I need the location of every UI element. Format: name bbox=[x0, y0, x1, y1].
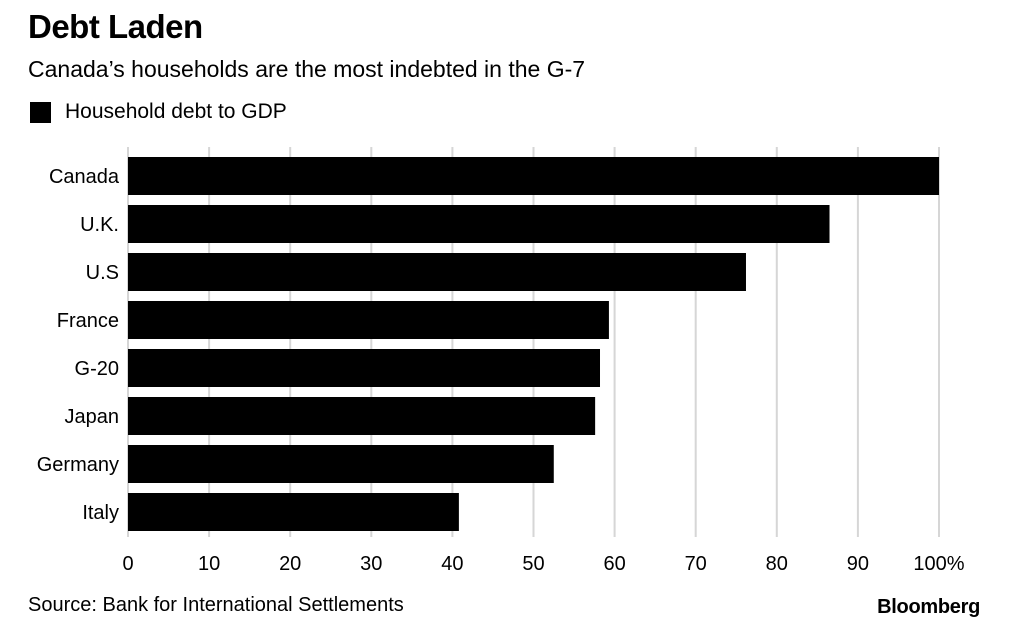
bar-u-k- bbox=[128, 205, 830, 243]
bar-japan bbox=[128, 397, 596, 435]
chart-title: Debt Laden bbox=[28, 8, 203, 45]
chart-subtitle: Canada’s households are the most indebte… bbox=[28, 56, 586, 82]
x-tick-label: 30 bbox=[360, 553, 382, 575]
x-tick-label: 10 bbox=[198, 553, 220, 575]
x-tick-label: 20 bbox=[279, 553, 301, 575]
category-label: Italy bbox=[82, 502, 119, 524]
x-tick-label: 70 bbox=[685, 553, 707, 575]
bar-france bbox=[128, 301, 609, 339]
x-tick-label: 100% bbox=[913, 553, 964, 575]
x-tick-label: 80 bbox=[766, 553, 788, 575]
x-tick-label: 40 bbox=[441, 553, 463, 575]
bloomberg-logo: Bloomberg bbox=[877, 596, 980, 618]
bar-canada bbox=[128, 157, 939, 195]
legend: Household debt to GDP bbox=[30, 100, 287, 124]
category-label: G-20 bbox=[75, 358, 119, 380]
legend-label: Household debt to GDP bbox=[65, 100, 287, 123]
bar-u-s bbox=[128, 253, 746, 291]
category-label: U.K. bbox=[80, 214, 119, 236]
category-label: France bbox=[57, 310, 119, 332]
category-label: Japan bbox=[65, 406, 120, 428]
category-label: Germany bbox=[37, 454, 119, 476]
source-note: Source: Bank for International Settlemen… bbox=[28, 594, 404, 616]
category-label: U.S bbox=[86, 262, 119, 284]
x-tick-label: 60 bbox=[603, 553, 625, 575]
x-tick-label: 0 bbox=[122, 553, 133, 575]
category-label: Canada bbox=[49, 166, 120, 188]
x-tick-label: 50 bbox=[522, 553, 544, 575]
bar-germany bbox=[128, 445, 554, 483]
bar-italy bbox=[128, 493, 459, 531]
legend-swatch bbox=[30, 101, 51, 123]
bar-g-20 bbox=[128, 349, 601, 387]
x-tick-label: 90 bbox=[847, 553, 869, 575]
